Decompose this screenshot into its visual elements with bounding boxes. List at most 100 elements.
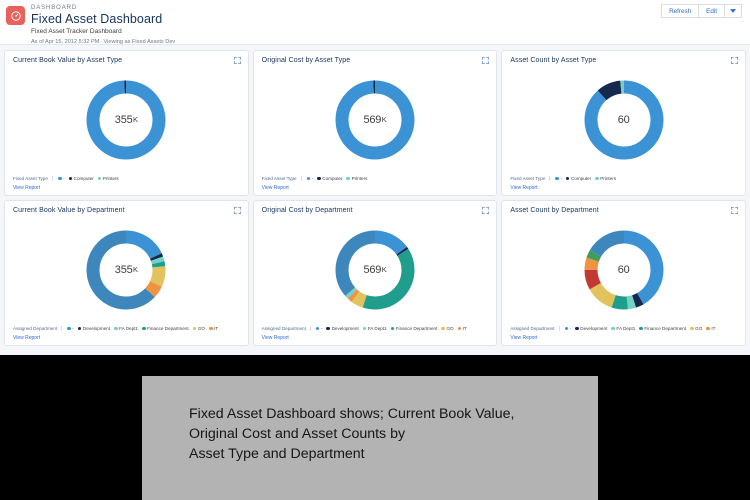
donut-chart[interactable]: 355 K	[13, 64, 240, 174]
legend-swatch-icon	[706, 326, 710, 331]
legend-item-label: Computer	[73, 176, 94, 181]
legend-item[interactable]: Development	[326, 326, 359, 331]
chart-title: Current Book Value by Asset Type	[13, 57, 123, 64]
donut-ring[interactable]: 60	[580, 226, 668, 314]
legend-item-label: -	[72, 326, 74, 331]
dashboard-header: DASHBOARD Fixed Asset Dashboard Fixed As…	[0, 0, 750, 45]
chart-panel-original-cost-by-department: Original Cost by Department 569 K Assigned …	[252, 200, 498, 346]
legend-item[interactable]: Printers	[595, 176, 616, 181]
donut-center-value: 60	[617, 113, 630, 126]
edit-button[interactable]: Edit	[698, 4, 725, 18]
legend-item[interactable]: Finance Department	[639, 326, 686, 331]
chart-legend: Fixed Asset Type - Computer Printers	[510, 174, 737, 181]
legend-item[interactable]: GO	[441, 326, 454, 331]
legend-item-label: FA Dept1	[367, 326, 387, 331]
donut-chart[interactable]: 355 K	[13, 214, 240, 324]
legend-item[interactable]: GO	[690, 326, 702, 331]
legend-item[interactable]: FA Dept1	[113, 326, 138, 331]
legend-swatch-icon	[306, 176, 311, 181]
page-title: Fixed Asset Dashboard	[31, 12, 163, 26]
expand-maximize-icon[interactable]	[233, 207, 241, 214]
expand-maximize-icon[interactable]	[731, 57, 739, 64]
refresh-button[interactable]: Refresh	[661, 4, 700, 18]
legend-item-label: Computer	[570, 176, 592, 181]
expand-maximize-icon[interactable]	[482, 207, 490, 214]
legend-grouping-label: Assigned Department	[262, 326, 311, 331]
legend-swatch-icon	[326, 326, 331, 331]
donut-chart[interactable]: 569 K	[262, 214, 489, 324]
chart-panel-asset-count-by-asset-type: Asset Count by Asset Type 60 Fixed Asset T…	[501, 50, 747, 196]
dashboard-row-department: Current Book Value by Department 355 K Assi…	[4, 200, 747, 346]
legend-swatch-icon	[57, 176, 62, 181]
legend-item[interactable]: Printers	[346, 176, 367, 181]
legend-swatch-icon	[317, 176, 321, 181]
donut-ring[interactable]: 355 K	[82, 76, 170, 164]
chart-legend: Fixed Asset Type - Computer Printers	[13, 174, 240, 181]
donut-chart[interactable]: 60	[510, 64, 737, 174]
legend-item[interactable]: IT	[706, 326, 715, 331]
chart-panel-asset-count-by-department: Asset Count by Department 60 Assigned Depa…	[501, 200, 747, 346]
legend-item[interactable]: Development	[77, 326, 110, 331]
page-eyebrow: DASHBOARD	[31, 5, 78, 11]
legend-item[interactable]: Computer	[565, 176, 592, 181]
view-report-link[interactable]: View Report	[261, 185, 289, 191]
legend-swatch-icon	[457, 326, 462, 331]
view-report-link[interactable]: View Report	[261, 335, 289, 341]
donut-ring[interactable]: 569 K	[331, 226, 419, 314]
header-actions: Refresh Edit	[661, 4, 742, 18]
dashboard-subtitle: Fixed Asset Tracker Dashboard	[31, 27, 122, 35]
legend-item[interactable]: Finance Department	[141, 326, 189, 331]
legend-swatch-icon	[639, 326, 643, 331]
legend-item[interactable]: Finance Department	[390, 326, 437, 331]
donut-center-value: 569 K	[363, 113, 387, 126]
legend-item[interactable]: Computer	[317, 176, 342, 181]
legend-item-label: Printers	[102, 176, 119, 181]
legend-grouping-label: Assigned Department	[13, 326, 63, 331]
chart-panel-current-book-value-by-department: Current Book Value by Department 355 K Assi…	[4, 200, 249, 346]
dashboard-gauge-icon	[6, 6, 25, 25]
legend-item[interactable]: FA Dept1	[611, 326, 635, 331]
legend-item[interactable]: GO	[192, 326, 205, 331]
legend-item[interactable]: FA Dept1	[362, 326, 387, 331]
legend-item-label: GO	[446, 326, 454, 331]
donut-ring[interactable]: 60	[580, 76, 668, 164]
caption-band: Fixed Asset Dashboard shows; Current Boo…	[0, 355, 750, 500]
legend-item-label: Finance Department	[147, 326, 189, 331]
legend-item-label: Development	[580, 326, 608, 331]
chart-panel-current-book-value-by-asset-type: Current Book Value by Asset Type 355 K Fixe…	[4, 50, 249, 196]
legend-item[interactable]: -	[306, 176, 313, 181]
chart-legend: Assigned Department - Development FA Dept1 F…	[510, 324, 737, 331]
legend-item-label: GO	[197, 326, 205, 331]
view-report-link[interactable]: View Report	[13, 335, 41, 341]
more-actions-button[interactable]	[724, 4, 742, 18]
view-report-link[interactable]: View Report	[510, 185, 538, 191]
donut-ring[interactable]: 355 K	[82, 226, 170, 314]
expand-maximize-icon[interactable]	[731, 207, 739, 214]
legend-item[interactable]: Printers	[97, 176, 119, 181]
donut-chart[interactable]: 60	[510, 214, 737, 324]
chart-title: Asset Count by Asset Type	[510, 57, 597, 64]
legend-swatch-icon	[595, 176, 599, 181]
view-report-link[interactable]: View Report	[13, 185, 41, 191]
legend-swatch-icon	[690, 326, 694, 331]
legend-item[interactable]: -	[564, 326, 571, 331]
legend-item[interactable]: -	[315, 326, 322, 331]
legend-item[interactable]: Computer	[68, 176, 94, 181]
view-report-link[interactable]: View Report	[510, 335, 538, 341]
expand-maximize-icon[interactable]	[482, 57, 490, 64]
legend-item[interactable]: -	[555, 176, 562, 181]
legend-item[interactable]: IT	[208, 326, 218, 331]
legend-item-label: -	[560, 176, 562, 181]
legend-item[interactable]: -	[57, 176, 65, 181]
legend-grouping-label: Fixed Asset Type	[510, 176, 551, 181]
legend-item[interactable]: -	[67, 326, 74, 331]
legend-item[interactable]: Development	[575, 326, 607, 331]
donut-chart[interactable]: 569 K	[262, 64, 489, 174]
donut-ring[interactable]: 569 K	[331, 76, 419, 164]
expand-maximize-icon[interactable]	[233, 57, 241, 64]
legend-swatch-icon	[611, 326, 615, 331]
legend-item-label: FA Dept1	[616, 326, 636, 331]
donut-center-value: 355 K	[114, 113, 138, 126]
chevron-down-icon	[730, 9, 736, 13]
legend-item[interactable]: IT	[457, 326, 467, 331]
